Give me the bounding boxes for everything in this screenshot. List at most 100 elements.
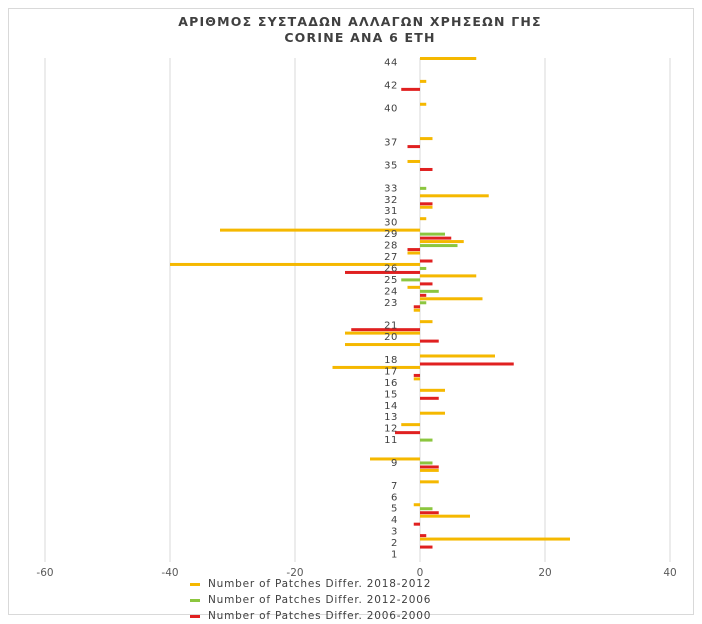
y-tick-label: 40: [384, 103, 398, 114]
bar-s0-cat-28: [420, 240, 464, 244]
legend-item-2018-2012: Number of Patches Differ. 2018-2012: [190, 576, 431, 592]
legend-item-2012-2006: Number of Patches Differ. 2012-2006: [190, 592, 431, 608]
y-tick-label: 3: [391, 527, 398, 538]
y-tick-label: 33: [384, 183, 398, 194]
y-tick-label: 37: [384, 138, 398, 149]
y-tick-label: 11: [384, 435, 398, 446]
bar-s0-cat-8: [420, 468, 439, 472]
bar-s2-cat-18: [420, 362, 514, 366]
bar-s2-cat-5: [420, 511, 439, 515]
y-tick-label: 44: [384, 58, 398, 69]
bar-s0-cat-35: [407, 159, 420, 163]
y-tick-label: 31: [384, 206, 398, 217]
bar-s0-cat-13: [420, 411, 445, 415]
bar-s2-cat-15: [420, 396, 439, 400]
y-tick-label: 30: [384, 218, 398, 229]
bar-s2-cat-26: [345, 270, 420, 274]
y-tick-label: 13: [384, 412, 398, 423]
bar-s0-cat-17: [332, 365, 420, 369]
y-tick-label: 24: [384, 286, 398, 297]
chart-frame: [8, 8, 694, 615]
legend-swatch-2006-2000: [190, 614, 200, 618]
bar-s2-cat-27: [420, 259, 433, 263]
y-tick-label: 42: [384, 80, 398, 91]
bar-s1-cat-5: [420, 507, 433, 511]
bar-s2-cat-4: [413, 522, 420, 526]
bar-s1-cat-26: [420, 266, 427, 270]
bar-s1-cat-29: [420, 232, 445, 236]
bar-s1-cat-11: [420, 438, 433, 442]
y-tick-label: 28: [384, 241, 398, 252]
y-tick-label: 12: [384, 424, 398, 435]
bar-s0-cat-19: [345, 343, 420, 347]
bar-s1-cat-9: [420, 461, 433, 465]
bar-s2-cat-23: [413, 305, 420, 309]
bar-s1-cat-23: [420, 301, 427, 305]
bar-s0-cat-21: [420, 320, 433, 324]
bar-s1-cat-24: [420, 289, 439, 293]
bar-s2-cat-17: [413, 373, 420, 377]
bar-s0-cat-20: [345, 331, 420, 335]
legend-label-2006-2000: Number of Patches Differ. 2006-2000: [208, 610, 432, 622]
bar-s0-cat-9: [370, 457, 420, 461]
y-tick-label: 1: [391, 550, 398, 561]
chart-title-line-1: ΑΡΙΘΜΟΣ ΣΥΣΤΑΔΩΝ ΑΛΛΑΓΩΝ ΧΡΗΣΕΩΝ ΓΗΣ: [178, 14, 542, 29]
y-tick-label: 29: [384, 229, 398, 240]
bar-s0-cat-4: [420, 514, 470, 518]
x-tick-label: -60: [36, 567, 53, 579]
y-tick-label: 32: [384, 195, 398, 206]
y-tick-label: 17: [384, 366, 398, 377]
y-tick-label: 9: [391, 458, 398, 469]
bar-s0-cat-22: [413, 308, 420, 312]
y-tick-label: 2: [391, 538, 398, 549]
bar-s0-cat-2: [420, 537, 570, 541]
legend-label-2012-2006: Number of Patches Differ. 2012-2006: [208, 594, 432, 606]
bar-s2-cat-25: [420, 282, 433, 286]
y-axis-labels: 1234567911121314151617182021232425262728…: [384, 58, 398, 561]
bar-s0-cat-40: [420, 102, 427, 106]
bar-s0-cat-29: [220, 228, 420, 232]
x-tick-label: -40: [161, 567, 178, 579]
bar-s0-cat-5: [413, 503, 420, 507]
bar-s1-cat-25: [401, 278, 420, 282]
legend-label-2018-2012: Number of Patches Differ. 2018-2012: [208, 578, 432, 590]
bar-s0-cat-18: [420, 354, 495, 358]
bar-s0-cat-26: [170, 262, 420, 266]
bar-s0-cat-25: [420, 274, 477, 278]
bar-s0-cat-7: [420, 480, 439, 484]
x-tick-label: 0: [417, 567, 424, 579]
bar-s0-cat-37: [420, 137, 433, 141]
bar-s0-cat-42: [420, 79, 427, 83]
bar-s1-cat-33: [420, 186, 427, 190]
bar-s2-cat-42: [401, 87, 420, 91]
y-tick-label: 4: [391, 515, 398, 526]
bar-s2-cat-12: [395, 431, 420, 435]
legend-swatch-2012-2006: [190, 598, 200, 602]
bar-s2-cat-28: [407, 248, 420, 252]
x-tick-label: 40: [663, 567, 676, 579]
y-tick-label: 23: [384, 298, 398, 309]
legend-swatch-2018-2012: [190, 582, 200, 586]
x-tick-label: 20: [538, 567, 551, 579]
bar-s0-cat-31: [420, 205, 433, 209]
grid-lines: [44, 58, 671, 562]
bar-s0-cat-12: [401, 423, 420, 427]
bar-s2-cat-37: [407, 145, 420, 149]
y-tick-label: 25: [384, 275, 398, 286]
bar-s2-cat-3: [420, 534, 427, 538]
bar-s2-cat-35: [420, 167, 433, 171]
bar-s1-cat-28: [420, 244, 458, 248]
y-tick-label: 14: [384, 401, 398, 412]
x-axis-labels: -60 -40 -20 0 20 40: [36, 567, 676, 579]
bar-s0-cat-24: [407, 285, 420, 289]
y-tick-label: 21: [384, 321, 398, 332]
y-tick-label: 5: [391, 504, 398, 515]
y-tick-label: 27: [384, 252, 398, 263]
bar-s2-cat-32: [420, 202, 433, 206]
bar-s0-cat-32: [420, 194, 489, 198]
bars-group: [170, 57, 570, 549]
legend-item-2006-2000: Number of Patches Differ. 2006-2000: [190, 608, 431, 624]
bar-s0-cat-27: [407, 251, 420, 255]
bar-s0-cat-44: [420, 57, 477, 60]
